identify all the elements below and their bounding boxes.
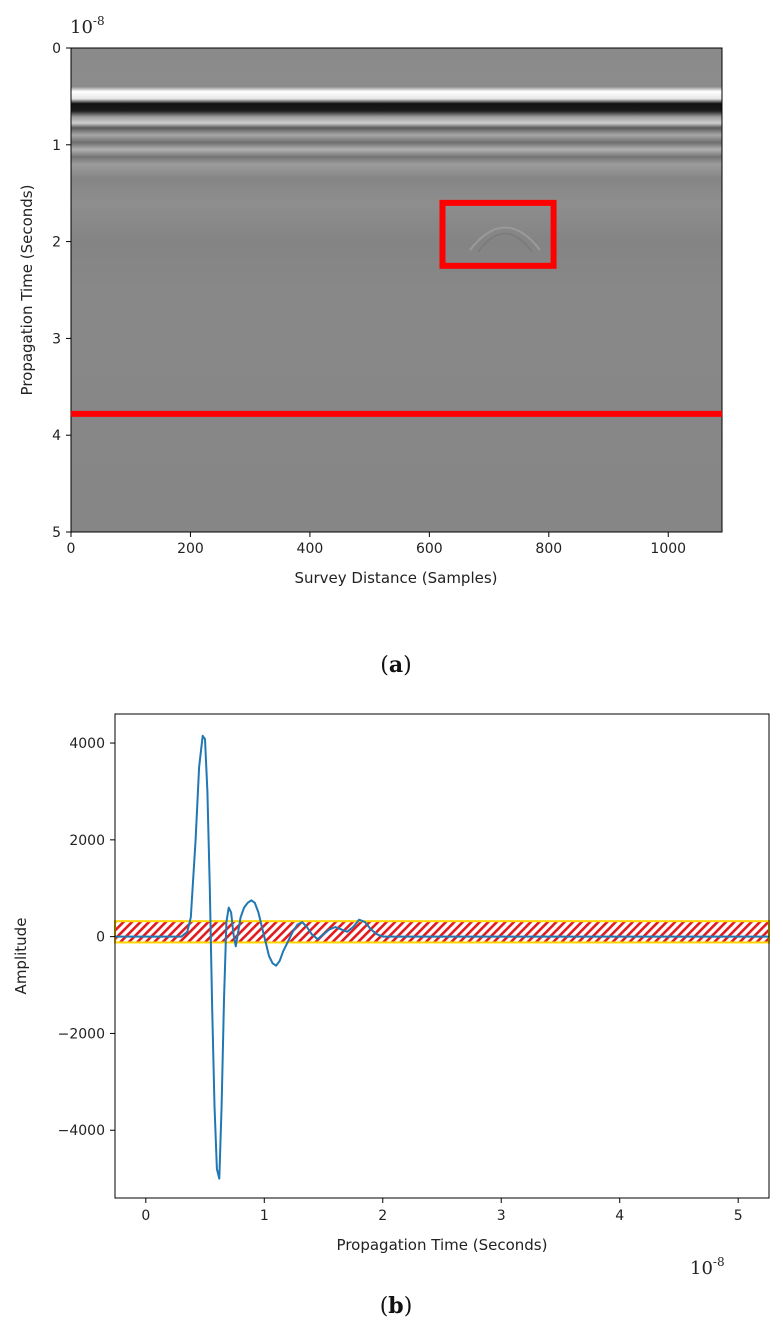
y-tick-label: 1 bbox=[52, 138, 61, 154]
x-tick-label: 800 bbox=[535, 541, 562, 557]
y-tick-label: 4 bbox=[52, 428, 61, 444]
panel-a-caption-label: a bbox=[389, 652, 403, 678]
panel-b-y-ticks: 4000 2000 0 −2000 −4000 bbox=[58, 736, 115, 1139]
scale-exponent: -8 bbox=[93, 14, 105, 28]
panel-a-annotations bbox=[71, 199, 722, 417]
amplitude-series-line bbox=[115, 734, 769, 1180]
panel-b-ylabel: Amplitude bbox=[12, 918, 30, 995]
x-tick-label: 4 bbox=[615, 1208, 624, 1224]
x-tick-label: 0 bbox=[141, 1208, 150, 1224]
panel-b-x-ticks: 0 1 2 3 4 5 bbox=[141, 1198, 743, 1224]
y-tick-label: 0 bbox=[96, 930, 105, 946]
scale-base: 10 bbox=[70, 17, 93, 38]
scale-exponent: -8 bbox=[713, 1255, 725, 1269]
y-tick-label: 5 bbox=[52, 525, 61, 541]
x-tick-label: 400 bbox=[297, 541, 324, 557]
bscan-frame bbox=[70, 47, 723, 533]
x-tick-label: 1 bbox=[260, 1208, 269, 1224]
panel-a-y-ticks: 0 1 2 3 4 5 bbox=[52, 41, 71, 541]
x-tick-label: 600 bbox=[416, 541, 443, 557]
bscan-hyperbola-inner bbox=[477, 232, 533, 253]
y-tick-label: 2000 bbox=[69, 833, 105, 849]
x-tick-label: 1000 bbox=[650, 541, 686, 557]
bscan-image bbox=[71, 48, 722, 532]
hatched-band-rect bbox=[114, 920, 770, 944]
x-tick-label: 5 bbox=[734, 1208, 743, 1224]
x-tick-label: 200 bbox=[177, 541, 204, 557]
panel-b-xlabel: Propagation Time (Seconds) bbox=[337, 1236, 548, 1254]
panel-b-caption-label: b bbox=[388, 1293, 403, 1319]
y-tick-label: 0 bbox=[52, 41, 61, 57]
y-tick-label: −2000 bbox=[58, 1026, 105, 1042]
panel-b-ascan: 0 1 2 3 4 5 4000 2000 0 −2000 −4000 Propagation T… bbox=[12, 713, 770, 1319]
plot-b-background bbox=[115, 714, 769, 1198]
panel-a-bscan: 0 200 400 600 800 1000 0 1 2 3 4 5 Survey Distance… bbox=[18, 14, 723, 678]
plot-b-frame bbox=[114, 713, 770, 1199]
panel-b-x-scale-factor: 10-8 bbox=[690, 1255, 725, 1279]
y-tick-label: 2 bbox=[52, 235, 61, 251]
bscan-hyperbola bbox=[469, 226, 541, 251]
x-tick-label: 3 bbox=[497, 1208, 506, 1224]
y-tick-label: −4000 bbox=[58, 1123, 105, 1139]
x-tick-label: 2 bbox=[378, 1208, 387, 1224]
y-tick-label: 4000 bbox=[69, 736, 105, 752]
panel-a-y-scale-factor: 10-8 bbox=[70, 14, 105, 38]
x-tick-label: 0 bbox=[67, 541, 76, 557]
panel-a-xlabel: Survey Distance (Samples) bbox=[294, 569, 497, 587]
panel-a-x-ticks: 0 200 400 600 800 1000 bbox=[67, 532, 686, 557]
panel-b-caption: (b) bbox=[380, 1293, 413, 1319]
y-tick-label: 3 bbox=[52, 331, 61, 347]
panel-a-ylabel: Propagation Time (Seconds) bbox=[18, 185, 36, 396]
scale-base: 10 bbox=[690, 1258, 713, 1279]
panel-a-caption: (a) bbox=[380, 652, 411, 678]
target-box-annotation bbox=[439, 199, 557, 269]
hatched-band bbox=[114, 920, 770, 944]
